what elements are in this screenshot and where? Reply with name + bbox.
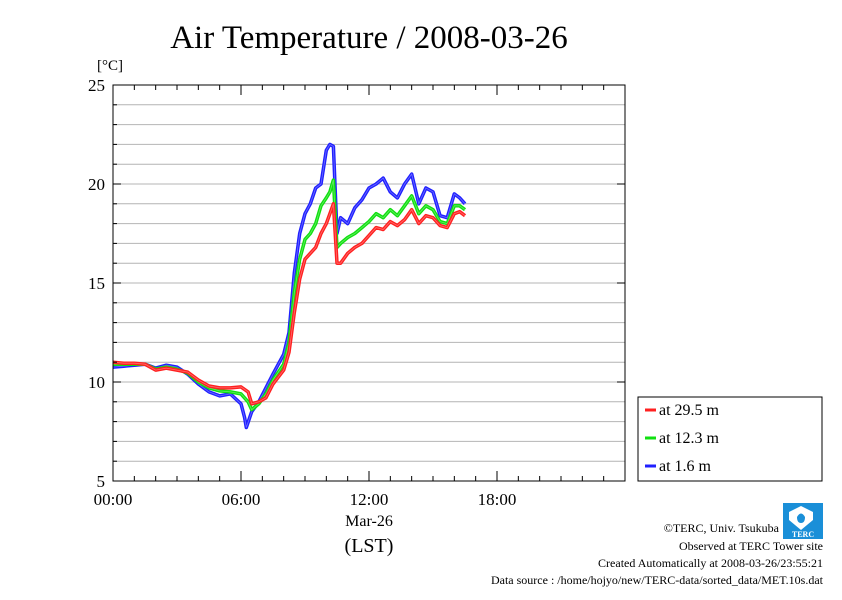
grid-lines — [113, 104, 625, 462]
series-highlight — [112, 143, 466, 428]
data-source-text: Data source : /home/hojyo/new/TERC-data/… — [491, 573, 824, 587]
x-tick-label: 12:00 — [350, 490, 389, 509]
x-axis-date-label: Mar-26 — [345, 513, 393, 530]
series-highlight — [112, 203, 466, 405]
y-tick-label: 5 — [97, 472, 106, 491]
legend-box — [637, 396, 823, 482]
x-axis-label: (LST) — [345, 535, 394, 557]
legend: at 29.5 m at 12.3 m at 1.6 m — [637, 396, 823, 482]
x-tick-label: 06:00 — [222, 490, 261, 509]
y-axis-label: [°C] — [97, 58, 123, 74]
chart-title: Air Temperature / 2008-03-26 — [170, 20, 568, 56]
terc-logo: TERC — [783, 503, 823, 539]
y-tick-label: 25 — [88, 76, 105, 95]
observed-text: Observed at TERC Tower site — [679, 539, 823, 553]
legend-label: at 1.6 m — [659, 458, 712, 475]
water-drop-icon — [797, 513, 805, 523]
x-tick-label: 18:00 — [478, 490, 517, 509]
series-layer — [112, 142, 467, 430]
created-text: Created Automatically at 2008-03-26/23:5… — [598, 556, 823, 570]
series-line-at-1-6-m — [112, 142, 467, 430]
series-line-at-29-5-m — [112, 202, 467, 406]
ticks: 5 10 15 20 25 00:00 06:00 12:00 18:00 — [88, 76, 626, 509]
copyright-text: ©TERC, Univ. Tsukuba — [664, 521, 780, 535]
logo-text: TERC — [792, 530, 814, 539]
y-tick-label: 15 — [88, 274, 105, 293]
x-tick-label: 00:00 — [94, 490, 133, 509]
legend-label: at 12.3 m — [659, 430, 720, 447]
y-tick-label: 10 — [88, 373, 105, 392]
legend-label: at 29.5 m — [659, 402, 720, 419]
y-tick-label: 20 — [88, 175, 105, 194]
